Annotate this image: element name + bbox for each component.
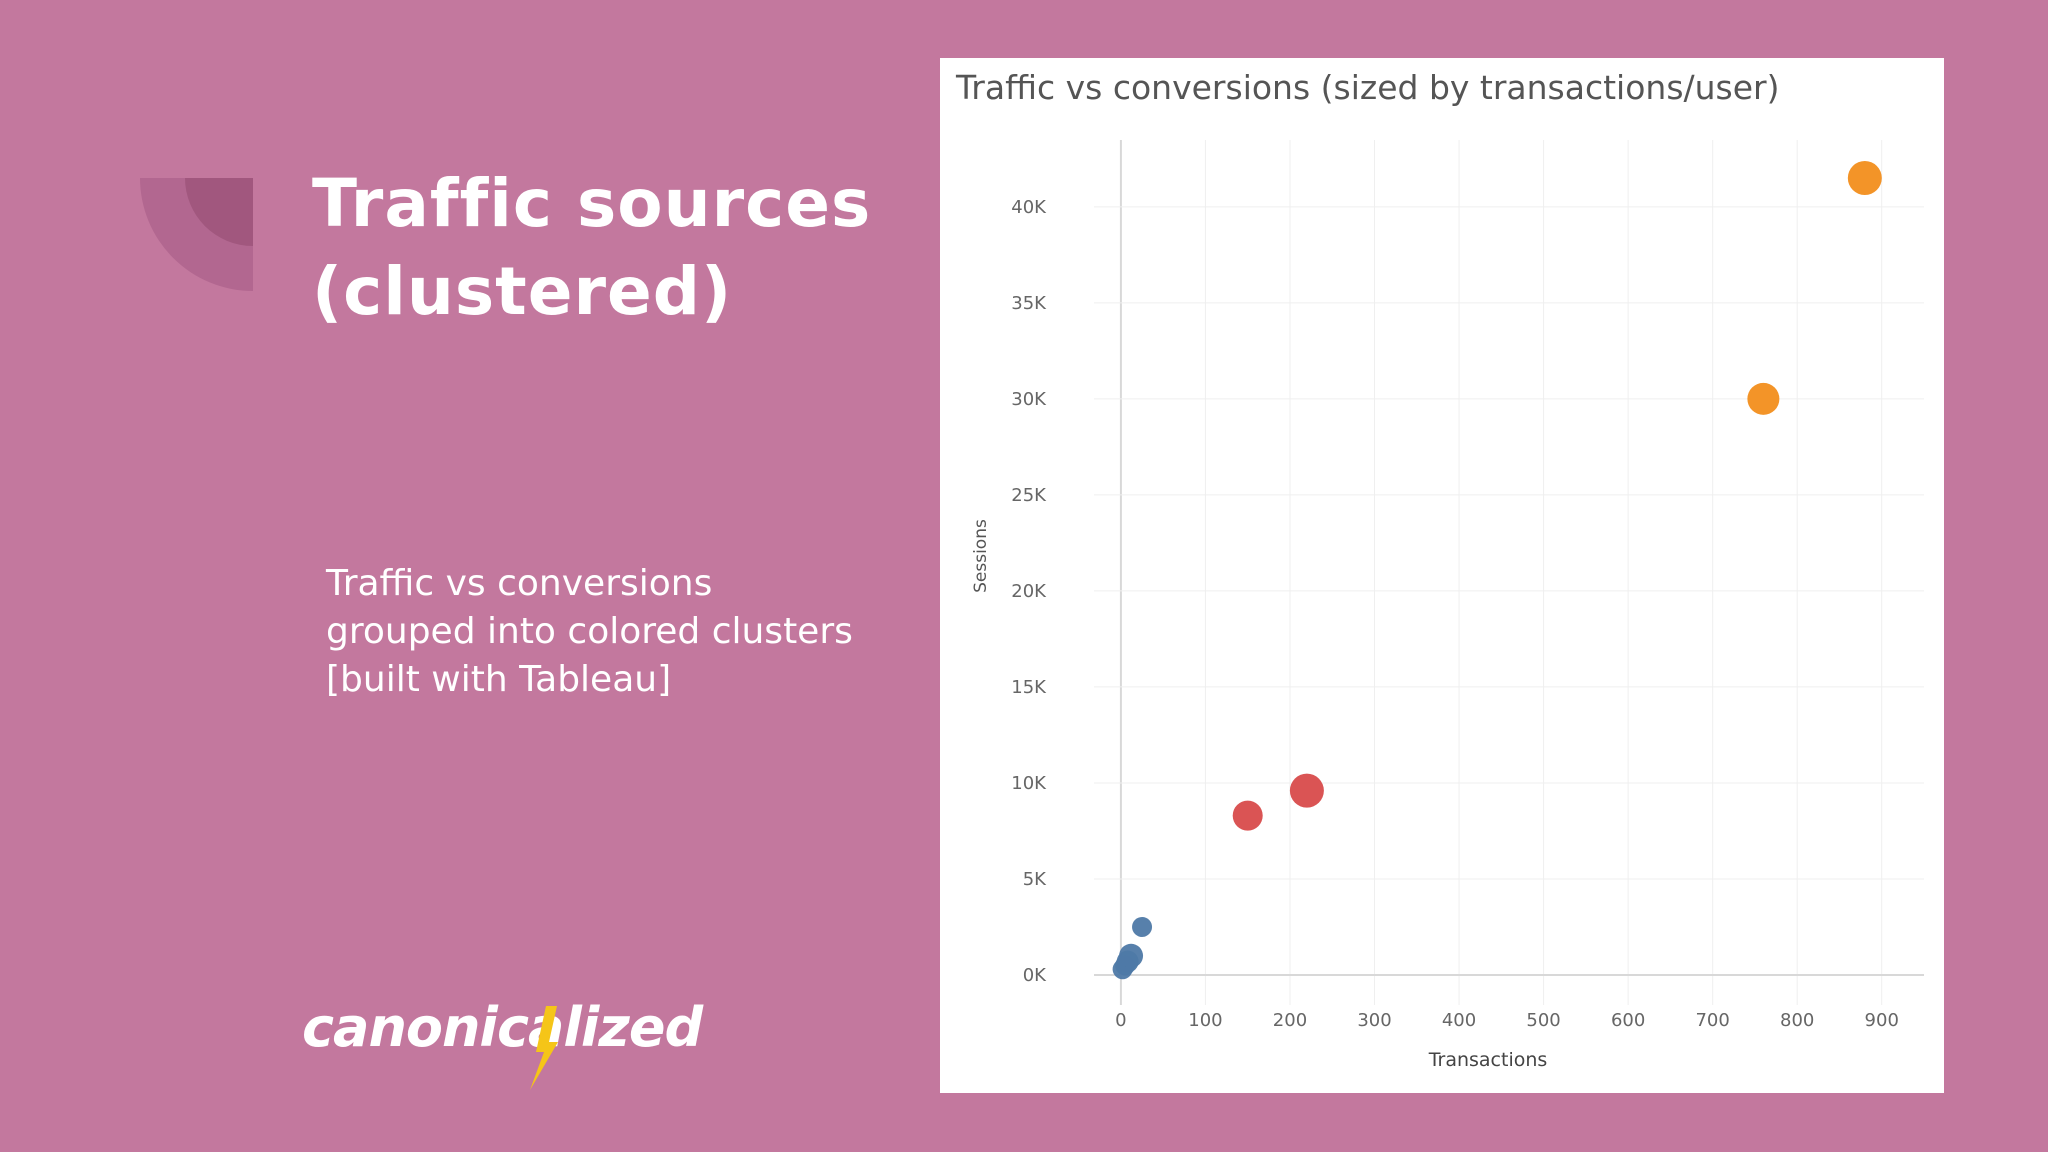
chart-title: Traffic vs conversions (sized by transac… <box>956 68 1780 107</box>
x-tick-label: 900 <box>1865 1010 1899 1031</box>
slide-title-line1: Traffic sources <box>312 165 872 242</box>
scatter-point[interactable] <box>1232 800 1263 831</box>
x-tick-label: 500 <box>1526 1010 1560 1031</box>
subtitle-line3: [built with Tableau] <box>326 659 672 700</box>
y-axis-label: Sessions <box>971 519 991 593</box>
x-tick-label: 0 <box>1115 1010 1126 1031</box>
subtitle-line2: grouped into colored clusters <box>326 611 853 652</box>
lightning-bolt-icon <box>530 1006 558 1090</box>
x-tick-label: 200 <box>1273 1010 1307 1031</box>
scatter-point[interactable] <box>1747 382 1780 415</box>
x-tick-label: 700 <box>1695 1010 1729 1031</box>
logo-text: canonicalized <box>302 996 703 1059</box>
x-tick-label: 100 <box>1188 1010 1222 1031</box>
x-tick-label: 800 <box>1780 1010 1814 1031</box>
slide-title-line2: (clustered) <box>312 253 733 330</box>
y-tick-label: 30K <box>1011 389 1047 410</box>
slide-title: Traffic sources (clustered) <box>312 160 912 336</box>
scatter-point[interactable] <box>1289 773 1324 808</box>
chart-panel: 0 100 200 300 400 500 600 700 800 900 0K 5K 10K 15K 20… <box>940 58 1944 1093</box>
y-tick-label: 15K <box>1011 677 1047 698</box>
quarter-circle-decoration <box>140 178 253 291</box>
slide-subtitle: Traffic vs conversions grouped into colo… <box>326 560 886 704</box>
y-tick-label: 5K <box>1023 869 1047 890</box>
scatter-point[interactable] <box>1132 916 1153 937</box>
x-tick-label: 300 <box>1357 1010 1391 1031</box>
scatter-chart: 0 100 200 300 400 500 600 700 800 900 0K 5K 10K 15K 20… <box>971 140 1924 1071</box>
canonicalized-logo: canonicalized <box>302 996 703 1096</box>
y-tick-label: 40K <box>1011 197 1047 218</box>
y-tick-label: 25K <box>1011 485 1047 506</box>
scatter-point[interactable] <box>1119 943 1144 968</box>
y-tick-label: 0K <box>1023 965 1047 986</box>
y-tick-label: 35K <box>1011 293 1047 314</box>
x-axis-label: Transactions <box>1428 1049 1548 1071</box>
scatter-point[interactable] <box>1847 161 1882 196</box>
subtitle-line1: Traffic vs conversions <box>326 563 713 604</box>
x-tick-label: 400 <box>1442 1010 1476 1031</box>
y-tick-label: 20K <box>1011 581 1047 602</box>
y-tick-label: 10K <box>1011 773 1047 794</box>
x-tick-label: 600 <box>1611 1010 1645 1031</box>
